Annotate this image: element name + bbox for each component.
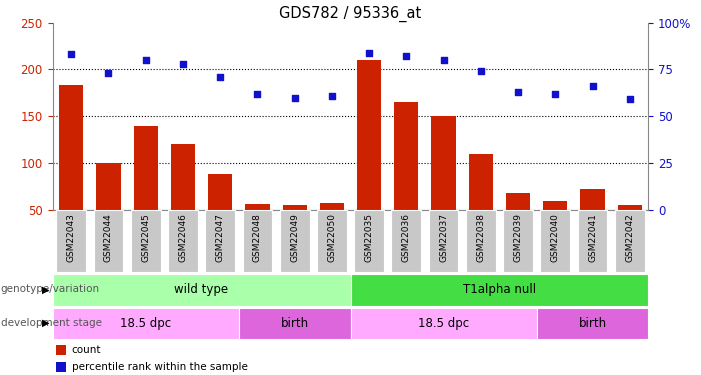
Text: percentile rank within the sample: percentile rank within the sample xyxy=(72,362,247,372)
Text: GSM22041: GSM22041 xyxy=(588,213,597,262)
Bar xyxy=(245,204,269,210)
Point xyxy=(401,53,412,59)
FancyBboxPatch shape xyxy=(429,210,458,272)
Point xyxy=(512,89,524,95)
Text: wild type: wild type xyxy=(175,283,229,296)
Bar xyxy=(580,189,605,210)
Bar xyxy=(320,203,344,210)
FancyBboxPatch shape xyxy=(540,210,570,272)
Text: birth: birth xyxy=(578,317,606,330)
Bar xyxy=(283,206,307,210)
Point xyxy=(177,61,189,67)
FancyBboxPatch shape xyxy=(317,210,347,272)
Bar xyxy=(618,206,642,210)
Text: count: count xyxy=(72,345,101,355)
Text: genotype/variation: genotype/variation xyxy=(1,285,100,294)
Text: GSM22049: GSM22049 xyxy=(290,213,299,262)
Title: GDS782 / 95336_at: GDS782 / 95336_at xyxy=(280,6,421,22)
FancyBboxPatch shape xyxy=(615,210,645,272)
Text: T1alpha null: T1alpha null xyxy=(463,283,536,296)
Text: GSM22040: GSM22040 xyxy=(551,213,560,262)
FancyBboxPatch shape xyxy=(466,210,496,272)
Point xyxy=(252,91,263,97)
Point xyxy=(475,68,486,74)
Text: 18.5 dpc: 18.5 dpc xyxy=(418,317,469,330)
Text: GSM22038: GSM22038 xyxy=(477,213,485,262)
Text: GSM22036: GSM22036 xyxy=(402,213,411,262)
Bar xyxy=(537,308,648,339)
Bar xyxy=(350,308,537,339)
Text: ▶: ▶ xyxy=(42,318,50,328)
Bar xyxy=(469,154,493,210)
Text: GSM22037: GSM22037 xyxy=(439,213,448,262)
FancyBboxPatch shape xyxy=(131,210,161,272)
Text: GSM22035: GSM22035 xyxy=(365,213,374,262)
FancyBboxPatch shape xyxy=(578,210,608,272)
Text: birth: birth xyxy=(280,317,308,330)
FancyBboxPatch shape xyxy=(205,210,235,272)
Text: GSM22044: GSM22044 xyxy=(104,213,113,262)
Bar xyxy=(55,345,67,355)
FancyBboxPatch shape xyxy=(354,210,384,272)
Text: GSM22039: GSM22039 xyxy=(514,213,522,262)
Bar xyxy=(506,193,530,210)
FancyBboxPatch shape xyxy=(93,210,123,272)
Point xyxy=(289,94,300,100)
Bar xyxy=(350,274,648,306)
Bar xyxy=(53,274,350,306)
FancyBboxPatch shape xyxy=(243,210,272,272)
Text: GSM22045: GSM22045 xyxy=(141,213,150,262)
FancyBboxPatch shape xyxy=(168,210,198,272)
Point xyxy=(215,74,226,80)
Bar xyxy=(134,126,158,210)
Bar xyxy=(432,116,456,210)
Text: ▶: ▶ xyxy=(42,285,50,294)
Bar xyxy=(357,60,381,210)
Point xyxy=(326,93,337,99)
Text: 18.5 dpc: 18.5 dpc xyxy=(120,317,171,330)
Text: development stage: development stage xyxy=(1,318,102,328)
Bar xyxy=(394,102,418,210)
Point xyxy=(66,51,77,57)
FancyBboxPatch shape xyxy=(391,210,421,272)
FancyBboxPatch shape xyxy=(280,210,310,272)
Point xyxy=(587,83,598,89)
Text: GSM22048: GSM22048 xyxy=(253,213,262,262)
Point xyxy=(624,96,635,102)
FancyBboxPatch shape xyxy=(56,210,86,272)
Bar xyxy=(59,86,83,210)
FancyBboxPatch shape xyxy=(503,210,533,272)
Text: GSM22050: GSM22050 xyxy=(327,213,336,262)
Bar xyxy=(96,163,121,210)
Point xyxy=(550,91,561,97)
Text: GSM22042: GSM22042 xyxy=(625,213,634,262)
Point xyxy=(438,57,449,63)
Bar xyxy=(543,201,567,210)
Bar xyxy=(239,308,350,339)
Text: GSM22043: GSM22043 xyxy=(67,213,76,262)
Point xyxy=(364,50,375,55)
Text: GSM22046: GSM22046 xyxy=(179,213,187,262)
Text: GSM22047: GSM22047 xyxy=(216,213,224,262)
Bar xyxy=(53,308,239,339)
Point xyxy=(140,57,151,63)
Point xyxy=(103,70,114,76)
Bar xyxy=(55,362,67,372)
Bar xyxy=(208,174,232,210)
Bar xyxy=(171,144,195,210)
